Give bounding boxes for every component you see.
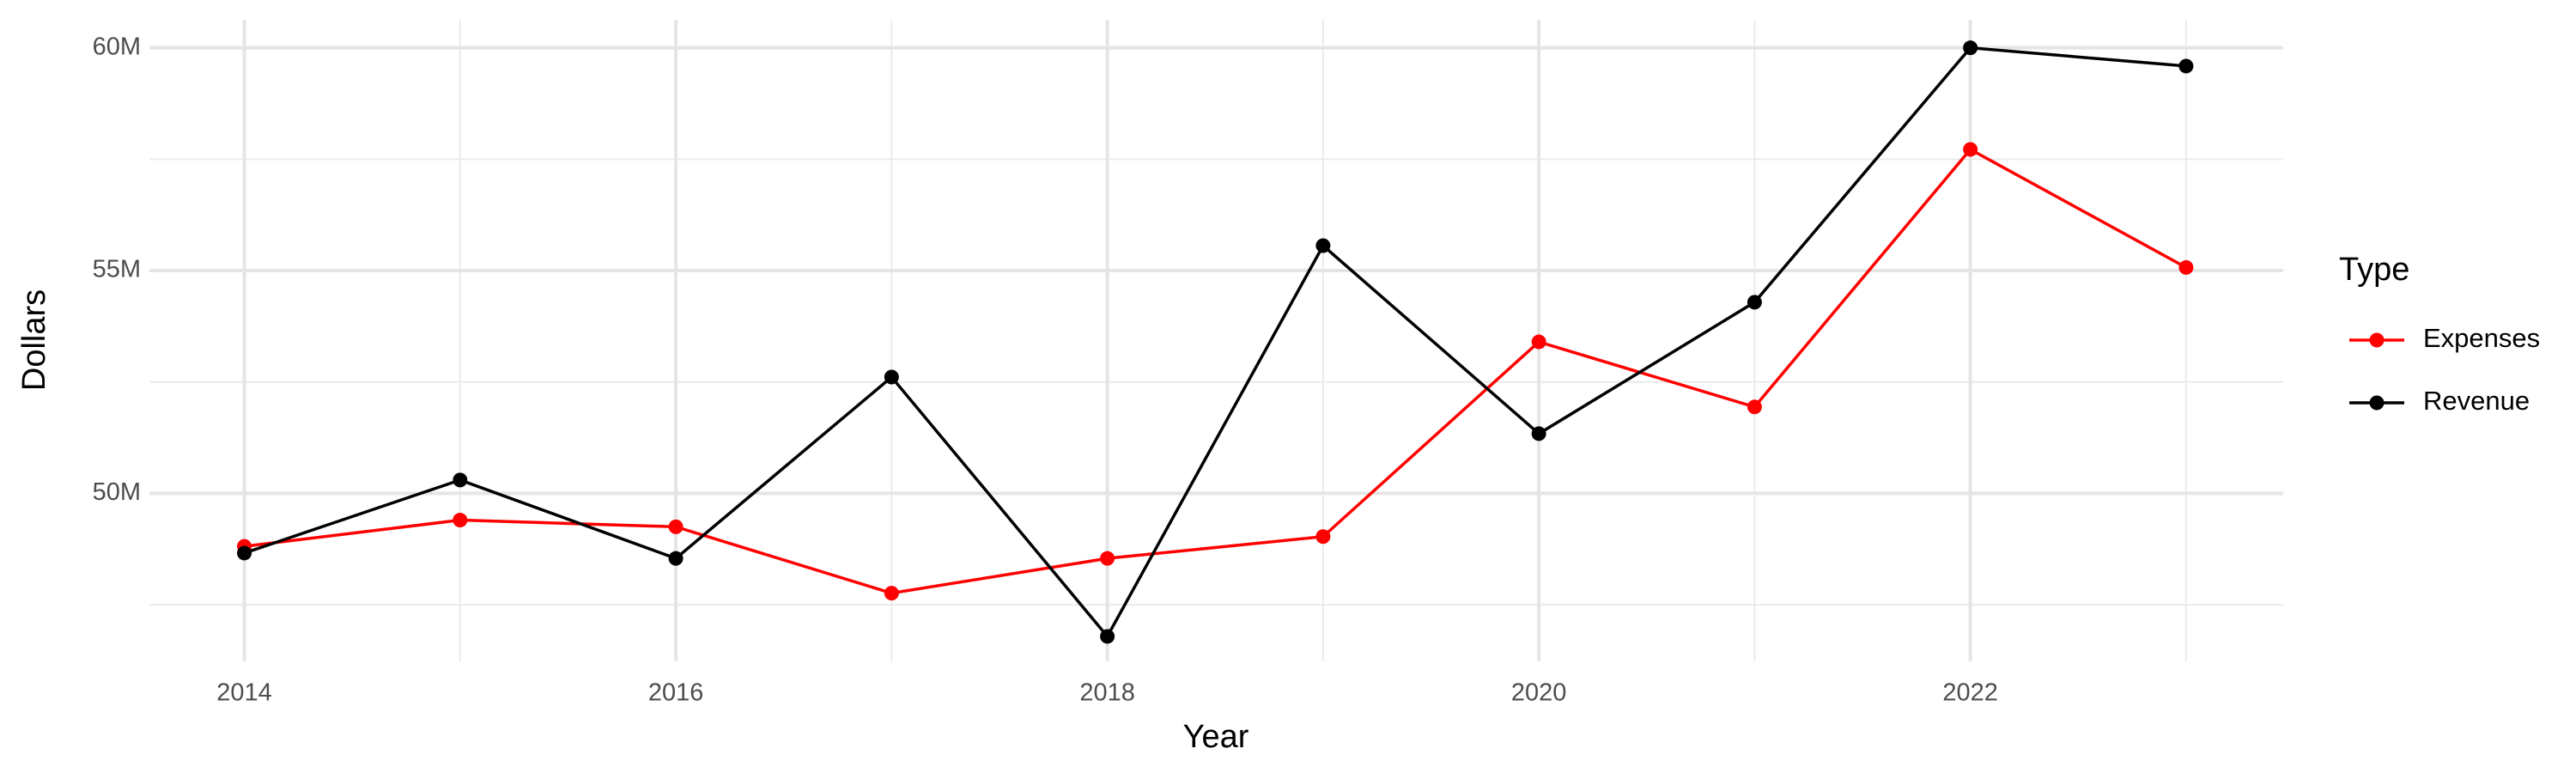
series-line (244, 147, 2187, 595)
data-point (453, 513, 468, 528)
data-point (884, 369, 899, 385)
data-point (1315, 238, 1331, 253)
data-point (1315, 529, 1331, 545)
data-point (668, 551, 683, 566)
legend-key-point (2369, 332, 2385, 348)
data-point (1531, 426, 1546, 441)
data-point (453, 472, 468, 488)
data-point (1747, 399, 1762, 415)
data-point (1963, 142, 1978, 157)
data-point (1531, 334, 1546, 350)
x-tick-label: 2020 (1511, 679, 1567, 707)
data-point (2178, 259, 2194, 275)
data-point (668, 519, 683, 534)
x-tick-label: 2018 (1079, 679, 1135, 707)
data-point (1100, 551, 1115, 566)
data-point (1747, 295, 1762, 310)
x-tick-label: 2022 (1942, 679, 1998, 707)
x-tick-label: 2014 (216, 679, 272, 707)
legend-title: Type (2339, 252, 2409, 288)
data-point (884, 586, 899, 601)
legend-label: Expenses (2423, 323, 2540, 353)
data-point (2178, 58, 2194, 74)
y-tick-label: 55M (93, 256, 141, 283)
y-axis-title: Dollars (16, 289, 52, 391)
data-point (1100, 629, 1115, 644)
series-line (243, 46, 2187, 640)
legend-label: Revenue (2423, 386, 2530, 416)
y-tick-label: 60M (93, 33, 141, 60)
data-point (1963, 40, 1978, 56)
x-axis-title: Year (1183, 719, 1249, 755)
legend-key-point (2369, 395, 2385, 411)
data-point (237, 545, 252, 561)
x-tick-label: 2016 (648, 679, 704, 707)
y-tick-label: 50M (93, 478, 141, 506)
